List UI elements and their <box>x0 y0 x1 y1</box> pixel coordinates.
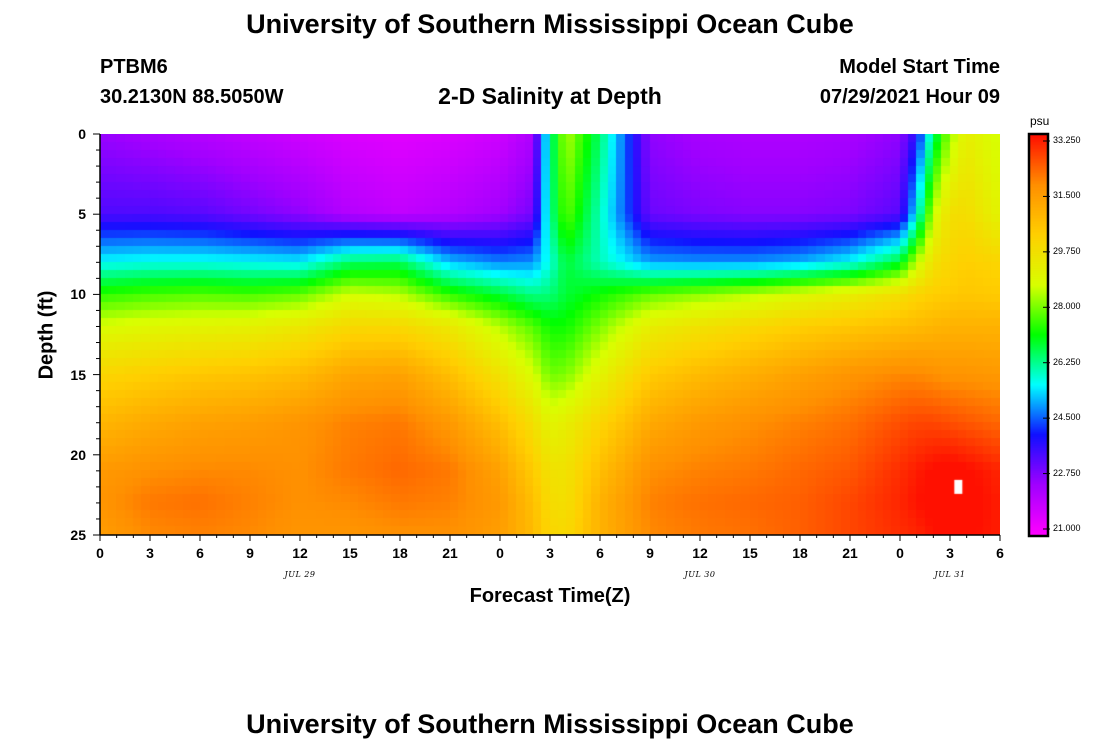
station-id: PTBM6 <box>100 56 168 78</box>
x-tick-label: 9 <box>646 545 654 561</box>
x-tick-label: 21 <box>842 545 858 561</box>
x-tick-label: 12 <box>292 545 308 561</box>
x-tick-label: 3 <box>146 545 154 561</box>
plot-title: 2-D Salinity at Depth <box>438 83 662 109</box>
x-tick-label: 6 <box>196 545 204 561</box>
x-tick-label: 0 <box>896 545 904 561</box>
colorbar-tick-label: 33.250 <box>1053 135 1081 145</box>
x-axis-label: Forecast Time(Z) <box>469 585 631 607</box>
x-tick-label: 18 <box>792 545 808 561</box>
y-tick-label: 10 <box>70 286 86 303</box>
colorbar-border <box>1027 132 1050 538</box>
page-title-top: University of Southern Mississippi Ocean… <box>246 9 854 39</box>
y-tick-label: 25 <box>70 527 86 543</box>
x-tick-label: 6 <box>596 545 604 561</box>
colorbar-tick-label: 31.500 <box>1053 190 1081 201</box>
date-label: JUL 30 <box>684 570 716 579</box>
x-tick-label: 3 <box>546 545 554 561</box>
colorbar-tick-label: 28.000 <box>1053 301 1081 312</box>
y-tick-label: 20 <box>70 446 86 463</box>
y-tick-label: 5 <box>78 206 86 223</box>
colorbar <box>1030 135 1047 535</box>
colorbar-tick-label: 24.500 <box>1053 412 1081 423</box>
x-tick-label: 9 <box>246 545 254 561</box>
page-title-bottom: University of Southern Mississippi Ocean… <box>246 709 854 739</box>
station-coords: 30.2130N 88.5050W <box>100 86 284 108</box>
model-start-label: Model Start Time <box>839 56 1000 78</box>
x-tick-label: 0 <box>496 545 504 561</box>
colorbar-tick-label: 21.000 <box>1053 523 1081 533</box>
x-tick-label: 0 <box>96 545 104 561</box>
x-tick-label: 12 <box>692 545 708 561</box>
x-tick-label: 18 <box>392 545 408 561</box>
salinity-heatmap <box>100 134 1000 535</box>
colorbar-tick-label: 22.750 <box>1053 467 1081 478</box>
colorbar-tick-label: 26.250 <box>1053 356 1081 367</box>
x-tick-label: 3 <box>946 545 954 561</box>
y-tick-label: 15 <box>70 366 86 383</box>
y-tick-label: 0 <box>78 126 86 142</box>
x-tick-label: 21 <box>442 545 458 561</box>
date-label: JUL 29 <box>284 570 316 579</box>
x-tick-label: 15 <box>342 545 358 561</box>
model-start-value: 07/29/2021 Hour 09 <box>819 86 1000 108</box>
date-label: JUL 31 <box>934 570 966 579</box>
x-tick-label: 6 <box>996 545 1004 561</box>
x-tick-label: 15 <box>742 545 758 561</box>
colorbar-units: psu <box>1030 114 1050 128</box>
colorbar-tick-label: 29.750 <box>1053 245 1081 256</box>
